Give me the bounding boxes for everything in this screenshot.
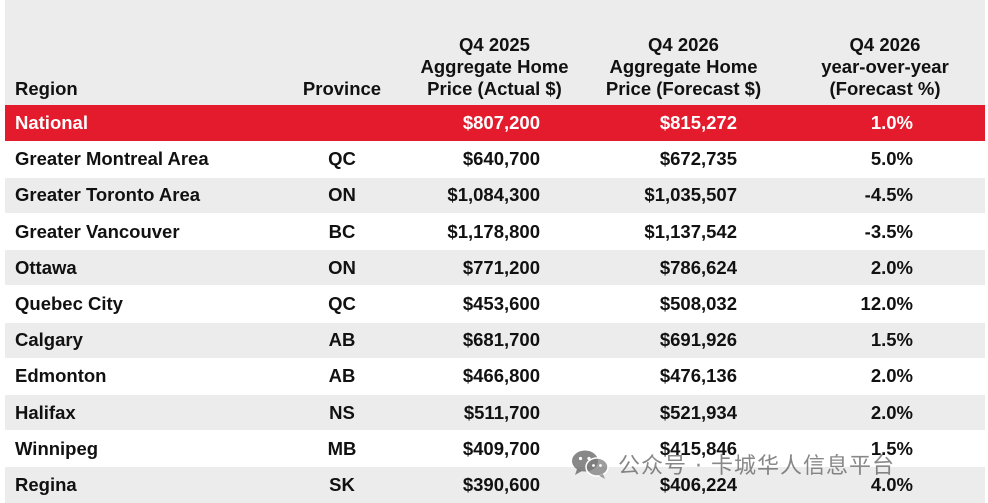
cell-yoy: 4.0% (785, 466, 985, 503)
cell-region: Regina (5, 466, 277, 503)
header-yoy: Q4 2026 year-over-year (Forecast %) (821, 34, 949, 99)
cell-q4-2025: $390,600 (407, 466, 582, 503)
cell-q4-2025: $771,200 (407, 249, 582, 286)
cell-yoy: 12.0% (785, 285, 985, 323)
cell-q4-2026: $476,136 (582, 357, 785, 395)
table-row: Regina SK $390,600 $406,224 4.0% (5, 466, 985, 503)
cell-yoy: -3.5% (785, 213, 985, 250)
table-row: Greater Toronto Area ON $1,084,300 $1,03… (5, 176, 985, 214)
cell-province: AB (277, 321, 407, 359)
header-q4-2026: Q4 2026 Aggregate Home Price (Forecast $… (605, 34, 762, 99)
cell-q4-2025: $640,700 (407, 140, 582, 178)
cell-province: SK (277, 466, 407, 503)
cell-province: ON (277, 176, 407, 214)
cell-province: QC (277, 285, 407, 323)
cell-region: Calgary (5, 321, 277, 359)
cell-q4-2026: $815,272 (659, 111, 737, 133)
table-row: Edmonton AB $466,800 $476,136 2.0% (5, 357, 985, 395)
table-row-national: National $807,200 $815,272 1.0% (5, 105, 985, 142)
cell-q4-2025: $1,178,800 (407, 213, 582, 250)
cell-province: ON (277, 249, 407, 286)
cell-q4-2025: $466,800 (407, 357, 582, 395)
cell-q4-2025: $409,700 (407, 430, 582, 467)
cell-province (277, 105, 407, 141)
table-row: Quebec City QC $453,600 $508,032 12.0% (5, 285, 985, 323)
table-row: Calgary AB $681,700 $691,926 1.5% (5, 321, 985, 359)
cell-province: NS (277, 393, 407, 431)
cell-yoy: 5.0% (785, 140, 985, 178)
cell-region: Halifax (5, 393, 277, 431)
cell-region: Greater Montreal Area (5, 140, 277, 178)
cell-q4-2026: $691,926 (582, 321, 785, 359)
cell-province: QC (277, 140, 407, 178)
cell-q4-2025: $681,700 (407, 321, 582, 359)
cell-yoy: 1.5% (785, 430, 985, 467)
cell-region: Quebec City (5, 285, 277, 323)
cell-province: BC (277, 213, 407, 250)
cell-q4-2026: $508,032 (582, 285, 785, 323)
cell-region: Greater Vancouver (5, 213, 277, 250)
table-row: Greater Montreal Area QC $640,700 $672,7… (5, 140, 985, 178)
cell-region: National (15, 111, 88, 133)
cell-region: Edmonton (5, 357, 277, 395)
cell-q4-2026: $672,735 (582, 140, 785, 178)
cell-province: MB (277, 430, 407, 467)
table-body: National $807,200 $815,272 1.0% Greater … (5, 105, 985, 503)
cell-q4-2026: $786,624 (582, 249, 785, 286)
table-row: Winnipeg MB $409,700 $415,846 1.5% (5, 430, 985, 467)
cell-yoy: 2.0% (785, 249, 985, 286)
cell-region: Greater Toronto Area (5, 176, 277, 214)
cell-yoy: 1.0% (870, 111, 913, 133)
header-region: Region (15, 78, 78, 99)
cell-q4-2026: $406,224 (582, 466, 785, 503)
home-price-table: Region Province Q4 2025 Aggregate Home P… (5, 0, 985, 503)
cell-province: AB (277, 357, 407, 395)
cell-q4-2025: $453,600 (407, 285, 582, 323)
table-row: Ottawa ON $771,200 $786,624 2.0% (5, 249, 985, 286)
header-province: Province (302, 78, 382, 99)
cell-q4-2025: $1,084,300 (407, 176, 582, 214)
cell-region: Winnipeg (5, 430, 277, 467)
table-header-row: Region Province Q4 2025 Aggregate Home P… (5, 0, 985, 105)
cell-region: Ottawa (5, 249, 277, 286)
cell-yoy: 1.5% (785, 321, 985, 359)
table-row: Greater Vancouver BC $1,178,800 $1,137,5… (5, 213, 985, 250)
cell-q4-2025: $511,700 (407, 393, 582, 431)
cell-q4-2026: $415,846 (582, 430, 785, 467)
cell-yoy: 2.0% (785, 357, 985, 395)
header-q4-2025: Q4 2025 Aggregate Home Price (Actual $) (420, 34, 569, 99)
table-row: Halifax NS $511,700 $521,934 2.0% (5, 393, 985, 431)
cell-q4-2025: $807,200 (462, 111, 540, 133)
cell-yoy: 2.0% (785, 393, 985, 431)
cell-yoy: -4.5% (785, 176, 985, 214)
cell-q4-2026: $1,137,542 (582, 213, 785, 250)
cell-q4-2026: $521,934 (582, 393, 785, 431)
cell-q4-2026: $1,035,507 (582, 176, 785, 214)
